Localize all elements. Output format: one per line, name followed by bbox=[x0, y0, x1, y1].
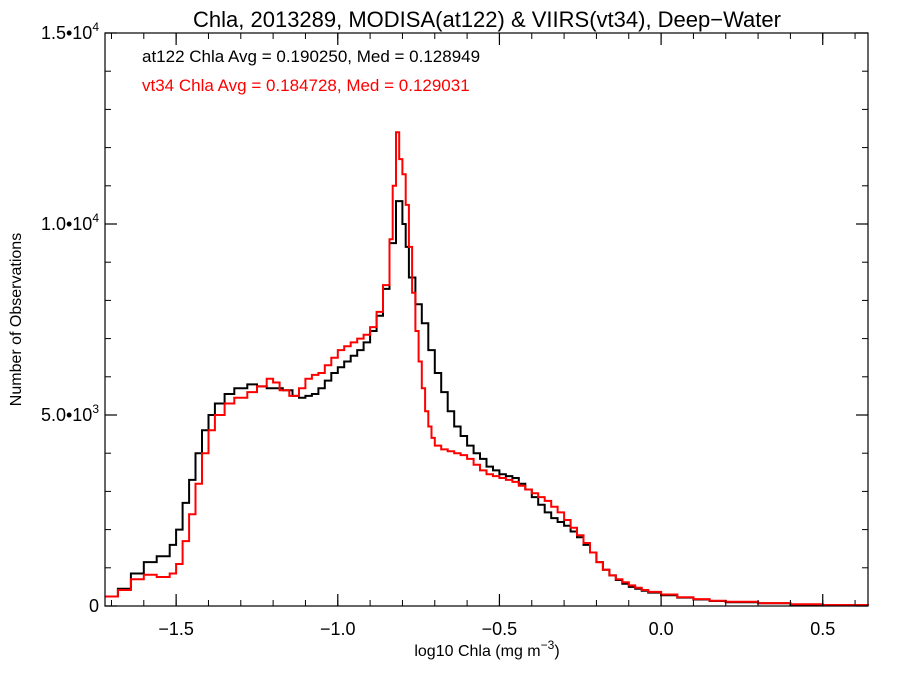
x-axis-label: log10 Chla (mg m−3) bbox=[414, 638, 559, 660]
x-tick-label: −0.5 bbox=[482, 619, 518, 639]
x-tick-label: −1.5 bbox=[158, 619, 194, 639]
x-axis-label-close: ) bbox=[554, 643, 559, 660]
x-tick-label: 0.5 bbox=[810, 619, 835, 639]
vt34-stats-annotation: vt34 Chla Avg = 0.184728, Med = 0.129031 bbox=[142, 76, 470, 95]
x-axis-label-text: log10 Chla (mg m bbox=[414, 643, 540, 660]
y-axis-label: Number of Observations bbox=[8, 233, 25, 406]
series-line-at122 bbox=[105, 200, 869, 606]
y-tick-label: 5.0•103 bbox=[41, 402, 99, 425]
axis-layer: −1.5 −1.0 −0.5 0.0 0.5 0 5.0•103 1.0•104 1.5•104 bbox=[41, 20, 868, 639]
x-tick-label: 0.0 bbox=[649, 619, 674, 639]
y-tick-label: 1.5•104 bbox=[41, 20, 99, 43]
at122-stats-annotation: at122 Chla Avg = 0.190250, Med = 0.12894… bbox=[142, 47, 480, 66]
x-tick-label: −1.0 bbox=[320, 619, 356, 639]
y-tick-label: 1.0•104 bbox=[41, 211, 99, 234]
series-layer bbox=[105, 131, 869, 606]
series-line-vt34 bbox=[105, 131, 869, 606]
x-axis-label-exponent: −3 bbox=[541, 638, 555, 652]
y-tick-label: 0 bbox=[89, 596, 99, 616]
plot-frame bbox=[104, 32, 869, 607]
chart-title: Chla, 2013289, MODISA(at122) & VIIRS(vt3… bbox=[193, 7, 781, 32]
